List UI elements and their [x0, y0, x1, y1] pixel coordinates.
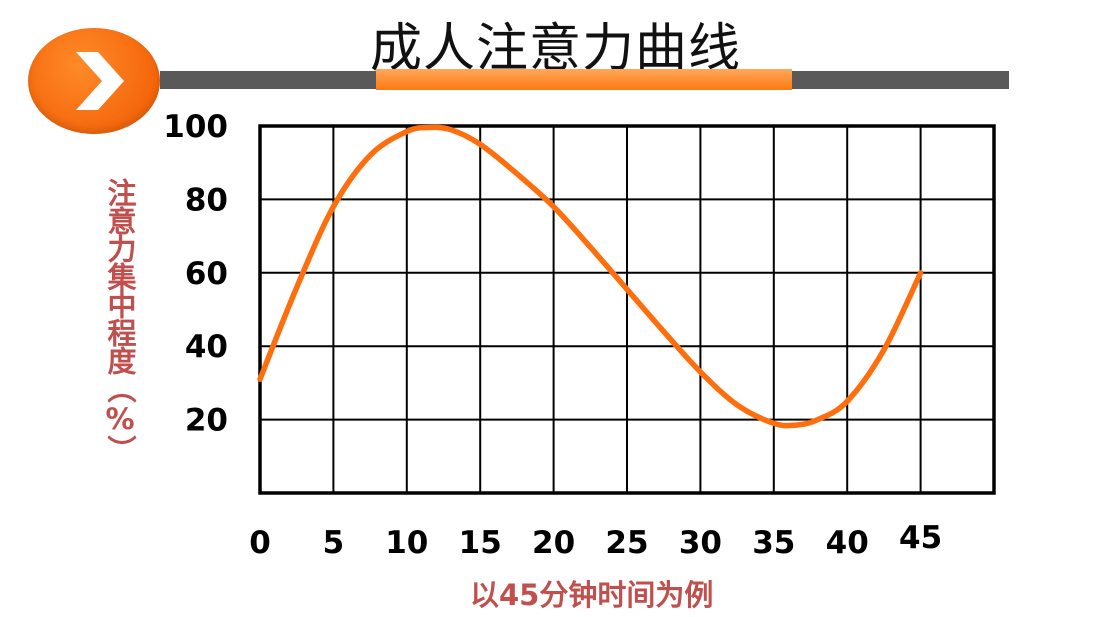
- plot-frame: [258, 124, 996, 495]
- x-tick-label: 15: [459, 525, 502, 561]
- y-tick-label: 60: [185, 256, 228, 292]
- y-axis-label: 注意力集中程度（%）: [103, 178, 137, 463]
- x-tick-label: 40: [826, 525, 869, 561]
- chevron-badge: [28, 28, 160, 134]
- x-tick-label: 25: [605, 525, 648, 561]
- x-tick-label: 20: [532, 525, 575, 561]
- y-tick-labels: 20 40 60 80 100: [163, 109, 228, 439]
- x-tick-label: 10: [385, 525, 428, 561]
- attention-curve: [257, 124, 924, 429]
- x-tick-label: 35: [752, 525, 795, 561]
- y-tick-label: 40: [185, 329, 228, 365]
- x-tick-label: 30: [679, 525, 722, 561]
- x-tick-label: 5: [323, 525, 345, 561]
- y-tick-label: 80: [185, 182, 228, 218]
- x-tick-labels: 0 5 10 15 20 25 30 35 40 45: [249, 520, 942, 561]
- header-accent: [376, 69, 792, 90]
- chevron-right-icon: [76, 52, 124, 110]
- y-tick-label: 100: [163, 109, 228, 145]
- chart-series: [257, 124, 924, 429]
- chart-grid: [258, 124, 996, 495]
- x-axis-label: 以45分钟时间为例: [470, 578, 714, 612]
- page-number: 14: [1046, 553, 1062, 569]
- x-tick-label: 0: [249, 525, 271, 561]
- y-tick-label: 20: [185, 403, 228, 439]
- x-tick-label: 45: [899, 520, 942, 556]
